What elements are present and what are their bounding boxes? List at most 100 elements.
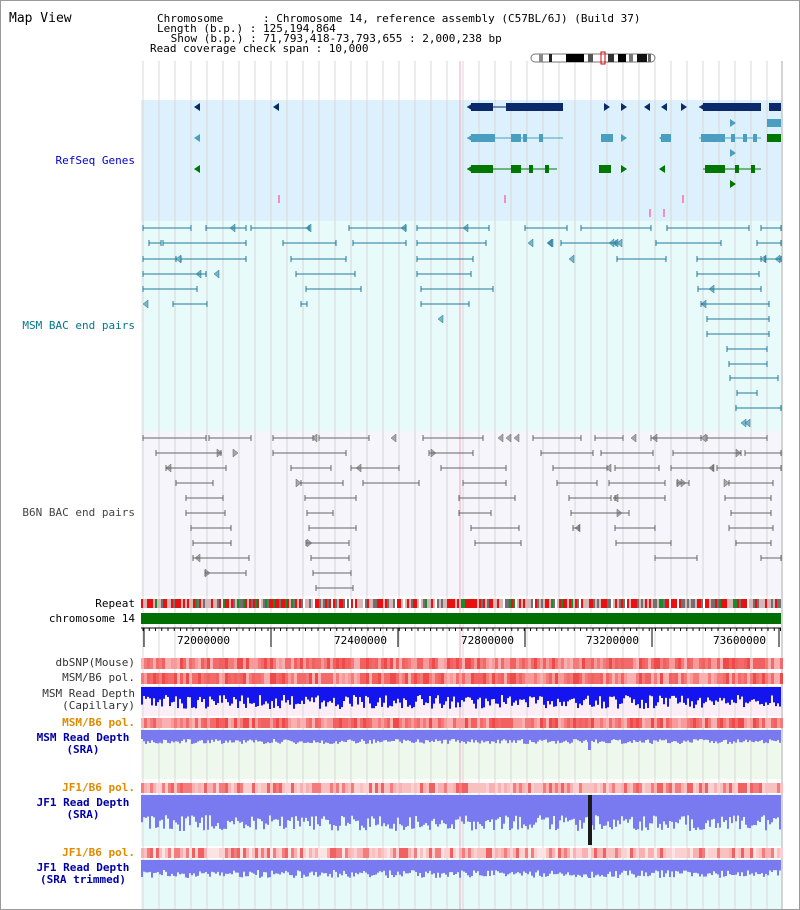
read-depth-bar bbox=[701, 687, 703, 708]
polymorphism-cell bbox=[405, 783, 408, 793]
read-depth-bar bbox=[613, 730, 615, 740]
polymorphism-cell bbox=[609, 658, 612, 669]
polymorphism-cell bbox=[513, 673, 516, 684]
read-depth-bar bbox=[251, 687, 253, 704]
gene-marker bbox=[621, 165, 627, 173]
polymorphism-cell bbox=[336, 673, 339, 684]
read-depth-bar bbox=[757, 795, 759, 821]
read-depth-bar bbox=[765, 795, 767, 831]
polymorphism-cell bbox=[405, 718, 408, 728]
read-depth-bar bbox=[381, 795, 383, 827]
read-depth-bar bbox=[761, 730, 763, 740]
read-depth-bar bbox=[341, 795, 343, 817]
polymorphism-cell bbox=[684, 783, 687, 793]
read-depth-bar bbox=[157, 687, 159, 703]
read-depth-bar bbox=[367, 687, 369, 698]
read-depth-bar bbox=[755, 795, 757, 826]
read-depth-bar bbox=[445, 730, 447, 740]
read-depth-bar bbox=[701, 730, 703, 740]
read-depth-bar bbox=[303, 730, 305, 744]
repeat-element bbox=[767, 599, 769, 608]
read-depth-bar bbox=[615, 687, 617, 700]
read-depth-bar bbox=[391, 687, 393, 707]
polymorphism-cell bbox=[147, 718, 150, 728]
polymorphism-cell bbox=[657, 848, 660, 858]
read-depth-bar bbox=[503, 860, 505, 874]
polymorphism-cell bbox=[312, 848, 315, 858]
read-depth-bar bbox=[669, 860, 671, 878]
read-depth-bar bbox=[733, 687, 735, 703]
read-depth-bar bbox=[775, 795, 777, 819]
read-depth-bar bbox=[281, 860, 283, 873]
polymorphism-cell bbox=[279, 673, 282, 684]
polymorphism-cell bbox=[546, 673, 549, 684]
polymorphism-cell bbox=[291, 718, 294, 728]
read-depth-bar bbox=[777, 795, 779, 818]
read-depth-bar bbox=[407, 795, 409, 826]
msm-bac-label[interactable]: MSM BAC end pairs bbox=[22, 319, 135, 332]
polymorphism-cell bbox=[234, 783, 237, 793]
polymorphism-cell bbox=[573, 673, 576, 684]
read-depth-bar bbox=[451, 795, 453, 825]
repeat-element bbox=[685, 599, 687, 608]
repeat-element bbox=[705, 599, 707, 608]
polymorphism-cell bbox=[549, 673, 552, 684]
polymorphism-cell bbox=[141, 848, 144, 858]
read-depth-bar bbox=[233, 860, 235, 871]
repeat-element bbox=[343, 599, 345, 608]
refseq-genes-label[interactable]: RefSeq Genes bbox=[55, 154, 135, 167]
read-depth-bar bbox=[539, 687, 541, 697]
read-depth-bar bbox=[255, 730, 257, 740]
read-depth-bar bbox=[675, 860, 677, 871]
polymorphism-cell bbox=[213, 848, 216, 858]
read-depth-bar bbox=[511, 795, 513, 829]
polymorphism-cell bbox=[567, 783, 570, 793]
read-depth-bar bbox=[231, 687, 233, 704]
read-depth-bar bbox=[705, 860, 707, 877]
polymorphism-cell bbox=[399, 673, 402, 684]
read-depth-bar bbox=[779, 730, 781, 743]
polymorphism-cell bbox=[327, 848, 330, 858]
read-depth-bar bbox=[719, 795, 721, 828]
read-depth-bar bbox=[389, 730, 391, 742]
polymorphism-cell bbox=[570, 848, 573, 858]
polymorphism-cell bbox=[768, 718, 771, 728]
polymorphism-cell bbox=[252, 658, 255, 669]
polymorphism-cell bbox=[558, 718, 561, 728]
b6n-bac-label[interactable]: B6N BAC end pairs bbox=[22, 506, 135, 519]
polymorphism-cell bbox=[168, 718, 171, 728]
read-depth-bar bbox=[229, 860, 231, 874]
polymorphism-cell bbox=[753, 658, 756, 669]
read-depth-bar bbox=[567, 860, 569, 873]
read-depth-bar bbox=[491, 795, 493, 820]
read-depth-bar bbox=[215, 687, 217, 705]
gene-exon bbox=[701, 134, 717, 142]
read-depth-bar bbox=[195, 730, 197, 743]
polymorphism-cell bbox=[531, 848, 534, 858]
repeat-element bbox=[305, 599, 307, 608]
repeat-element bbox=[157, 599, 159, 608]
polymorphism-cell bbox=[477, 673, 480, 684]
polymorphism-cell bbox=[378, 673, 381, 684]
gene-exon bbox=[471, 134, 495, 142]
polymorphism-cell bbox=[711, 673, 714, 684]
repeat-element bbox=[661, 599, 663, 608]
read-depth-bar bbox=[393, 730, 395, 741]
polymorphism-cell bbox=[228, 848, 231, 858]
repeat-element bbox=[507, 599, 509, 608]
polymorphism-cell bbox=[411, 718, 414, 728]
read-depth-bar bbox=[431, 860, 433, 875]
polymorphism-cell bbox=[243, 673, 246, 684]
polymorphism-cell bbox=[489, 673, 492, 684]
polymorphism-cell bbox=[543, 783, 546, 793]
read-depth-bar bbox=[201, 687, 203, 702]
polymorphism-cell bbox=[357, 673, 360, 684]
polymorphism-cell bbox=[552, 783, 555, 793]
polymorphism-cell bbox=[309, 848, 312, 858]
read-depth-bar bbox=[225, 687, 227, 699]
read-depth-bar bbox=[417, 730, 419, 740]
read-depth-bar bbox=[247, 795, 249, 826]
read-depth-bar bbox=[417, 687, 419, 696]
polymorphism-cell bbox=[426, 718, 429, 728]
read-depth-bar bbox=[601, 687, 603, 709]
